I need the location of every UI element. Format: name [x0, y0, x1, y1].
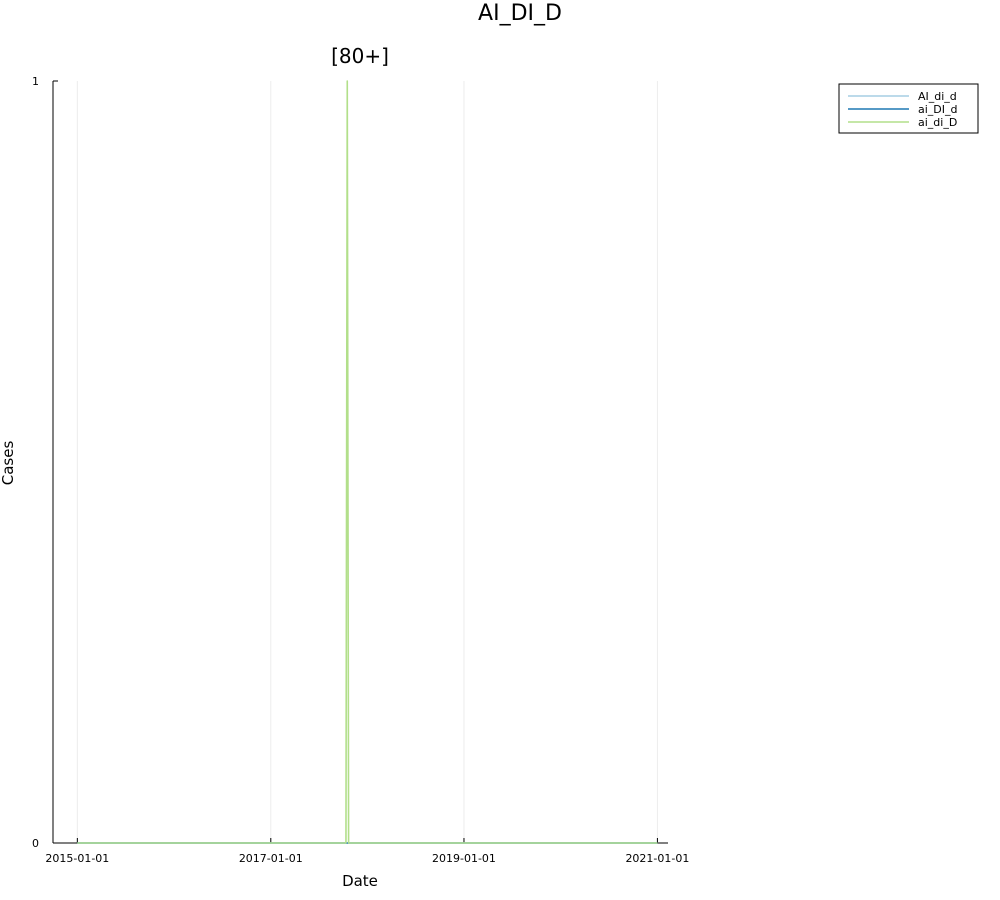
axes: 2015-01-01 2017-01-01 2019-01-01 2021-01-01… — [32, 75, 689, 865]
series-line-ai-di-d — [77, 80, 658, 844]
legend-label: AI_di_d — [918, 90, 957, 103]
legend: AI_di_dai_DI_dai_di_D — [838, 83, 979, 134]
x-tick-label: 2015-01-01 — [45, 852, 109, 865]
y-axis-label: Cases — [0, 441, 17, 486]
x-tick-label: 2017-01-01 — [239, 852, 303, 865]
chart-suptitle: AI_DI_D — [478, 1, 562, 26]
y-tick-label: 0 — [32, 837, 39, 850]
chart-title: [80+] — [331, 44, 389, 68]
y-tick-label: 1 — [32, 75, 39, 88]
x-tick-label: 2019-01-01 — [432, 852, 496, 865]
legend-label: ai_di_D — [918, 116, 957, 129]
series-lines — [77, 80, 658, 844]
x-axis-label: Date — [342, 872, 378, 890]
grid — [76, 81, 658, 843]
x-tick-label: 2021-01-01 — [625, 852, 689, 865]
legend-label: ai_DI_d — [918, 103, 958, 116]
